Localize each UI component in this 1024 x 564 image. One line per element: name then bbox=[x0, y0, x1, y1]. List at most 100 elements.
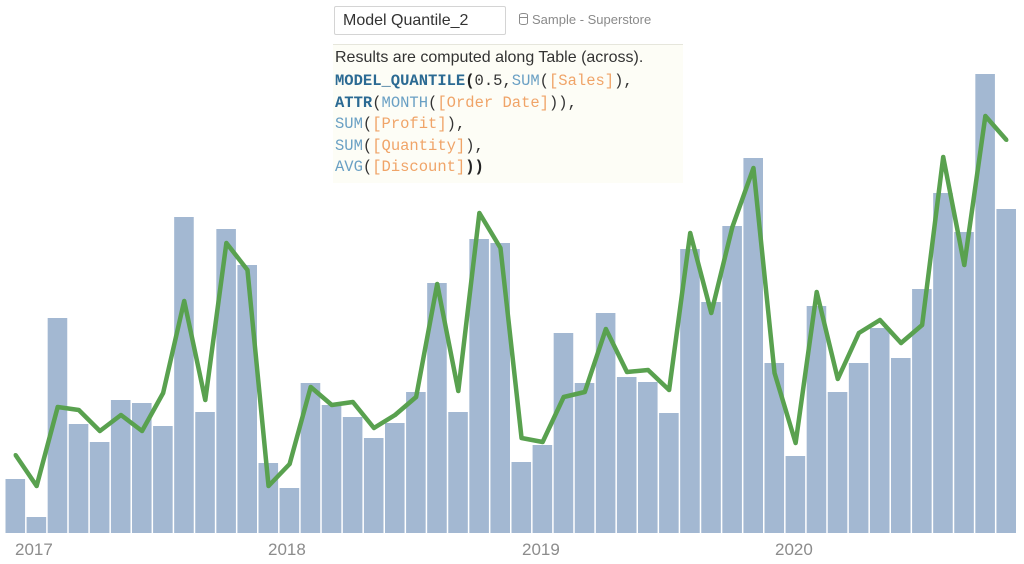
formula-code[interactable]: MODEL_QUANTILE(0.5,SUM([Sales]), ATTR(MON… bbox=[335, 71, 633, 179]
line-point-2020-08[interactable] bbox=[920, 323, 925, 327]
line-point-2019-07[interactable] bbox=[646, 368, 651, 372]
bar-2018-08[interactable] bbox=[406, 392, 426, 533]
line-point-2020-04[interactable] bbox=[835, 377, 840, 381]
bar-2019-10[interactable] bbox=[701, 302, 721, 533]
bar-2019-07[interactable] bbox=[638, 382, 658, 533]
bar-2019-01[interactable] bbox=[511, 462, 532, 533]
bar-2018-10[interactable] bbox=[448, 412, 468, 533]
bar-2020-05[interactable] bbox=[848, 363, 869, 533]
bar-2017-09[interactable] bbox=[174, 217, 194, 533]
bar-2017-03[interactable] bbox=[47, 318, 68, 533]
line-point-2019-10[interactable] bbox=[709, 311, 714, 315]
line-point-2018-02[interactable] bbox=[287, 462, 292, 466]
bar-2018-05[interactable] bbox=[342, 417, 363, 533]
bar-2020-11[interactable] bbox=[975, 74, 995, 533]
bar-2019-06[interactable] bbox=[616, 377, 637, 533]
line-point-2017-09[interactable] bbox=[182, 299, 187, 303]
bar-2017-05[interactable] bbox=[89, 442, 110, 533]
bar-2020-10[interactable] bbox=[954, 232, 974, 533]
line-point-2017-11[interactable] bbox=[224, 241, 229, 245]
line-point-2020-09[interactable] bbox=[941, 155, 946, 159]
bar-2019-02[interactable] bbox=[532, 445, 553, 533]
bar-2020-06[interactable] bbox=[869, 328, 890, 533]
bar-2018-09[interactable] bbox=[427, 283, 447, 533]
bar-2019-09[interactable] bbox=[680, 249, 700, 533]
line-point-2020-05[interactable] bbox=[856, 331, 861, 335]
line-point-2017-10[interactable] bbox=[203, 398, 208, 402]
model-quantile-line[interactable] bbox=[13, 113, 1009, 489]
bar-2019-08[interactable] bbox=[659, 413, 679, 533]
bar-2017-08[interactable] bbox=[153, 426, 173, 533]
line-point-2017-04[interactable] bbox=[76, 408, 81, 412]
bar-2017-06[interactable] bbox=[110, 400, 131, 533]
bar-2017-01[interactable] bbox=[5, 479, 26, 533]
bar-2020-08[interactable] bbox=[912, 289, 932, 533]
line-point-2019-12[interactable] bbox=[751, 166, 756, 170]
line-point-2019-01[interactable] bbox=[519, 436, 524, 440]
calc-name-input[interactable]: Model Quantile_2 bbox=[334, 6, 506, 35]
line-point-2020-01[interactable] bbox=[772, 371, 777, 375]
bar-2018-06[interactable] bbox=[363, 438, 384, 533]
line-point-2020-02[interactable] bbox=[793, 441, 798, 445]
line-point-2017-03[interactable] bbox=[55, 405, 60, 409]
bar-2017-10[interactable] bbox=[195, 412, 215, 533]
bar-2020-09[interactable] bbox=[933, 193, 953, 533]
line-point-2018-12[interactable] bbox=[498, 246, 503, 250]
bar-2017-04[interactable] bbox=[68, 424, 89, 533]
code-token-agg: SUM bbox=[511, 72, 540, 90]
bar-2018-07[interactable] bbox=[385, 423, 405, 533]
bar-2020-12[interactable] bbox=[996, 209, 1016, 533]
bar-2019-05[interactable] bbox=[595, 313, 616, 533]
line-point-2019-05[interactable] bbox=[603, 327, 608, 331]
line-point-2017-06[interactable] bbox=[118, 413, 123, 417]
line-point-2019-06[interactable] bbox=[624, 370, 629, 374]
bar-2020-02[interactable] bbox=[785, 456, 806, 533]
bar-2018-11[interactable] bbox=[469, 239, 489, 533]
formula-editor[interactable]: Results are computed along Table (across… bbox=[333, 44, 683, 183]
line-point-2017-07[interactable] bbox=[140, 429, 145, 433]
line-point-2017-01[interactable] bbox=[13, 453, 18, 457]
line-point-2018-03[interactable] bbox=[308, 385, 313, 389]
line-point-2018-05[interactable] bbox=[350, 400, 355, 404]
line-point-2019-02[interactable] bbox=[540, 440, 545, 444]
line-point-2020-10[interactable] bbox=[962, 263, 967, 267]
bar-2020-04[interactable] bbox=[827, 392, 848, 533]
line-point-2020-06[interactable] bbox=[877, 318, 882, 322]
line-point-2018-07[interactable] bbox=[393, 413, 398, 417]
bar-2019-03[interactable] bbox=[553, 333, 574, 533]
line-point-2018-08[interactable] bbox=[414, 395, 419, 399]
line-point-2018-06[interactable] bbox=[371, 426, 376, 430]
bar-2019-12[interactable] bbox=[743, 158, 763, 533]
line-point-2018-09[interactable] bbox=[435, 282, 440, 286]
line-point-2020-12[interactable] bbox=[1004, 138, 1009, 142]
bar-2017-02[interactable] bbox=[26, 517, 47, 533]
line-point-2019-03[interactable] bbox=[561, 395, 566, 399]
bar-2020-03[interactable] bbox=[806, 306, 827, 533]
line-point-2017-05[interactable] bbox=[97, 429, 102, 433]
bar-2018-12[interactable] bbox=[490, 243, 510, 533]
line-point-2017-02[interactable] bbox=[34, 484, 39, 488]
bar-2018-03[interactable] bbox=[300, 383, 321, 533]
line-point-2020-11[interactable] bbox=[983, 114, 988, 118]
line-point-2020-03[interactable] bbox=[814, 290, 819, 294]
bar-2020-01[interactable] bbox=[764, 363, 785, 533]
line-point-2018-04[interactable] bbox=[329, 403, 334, 407]
line-point-2017-08[interactable] bbox=[161, 391, 166, 395]
line-point-2018-01[interactable] bbox=[266, 484, 271, 488]
line-point-2019-04[interactable] bbox=[582, 390, 587, 394]
bar-2017-12[interactable] bbox=[237, 265, 257, 533]
bar-2019-11[interactable] bbox=[722, 226, 742, 533]
bar-2017-07[interactable] bbox=[132, 403, 152, 533]
bar-2017-11[interactable] bbox=[216, 229, 236, 533]
bar-2018-02[interactable] bbox=[279, 488, 300, 533]
bar-2020-07[interactable] bbox=[891, 358, 911, 533]
line-point-2018-10[interactable] bbox=[456, 389, 461, 393]
line-point-2020-07[interactable] bbox=[899, 341, 904, 345]
line-point-2019-08[interactable] bbox=[667, 388, 672, 392]
line-point-2018-11[interactable] bbox=[477, 211, 482, 215]
bar-2018-04[interactable] bbox=[321, 405, 342, 533]
line-point-2019-11[interactable] bbox=[730, 225, 735, 229]
line-point-2019-09[interactable] bbox=[688, 231, 693, 235]
line-point-2017-12[interactable] bbox=[245, 268, 250, 272]
bar-2019-04[interactable] bbox=[574, 383, 595, 533]
